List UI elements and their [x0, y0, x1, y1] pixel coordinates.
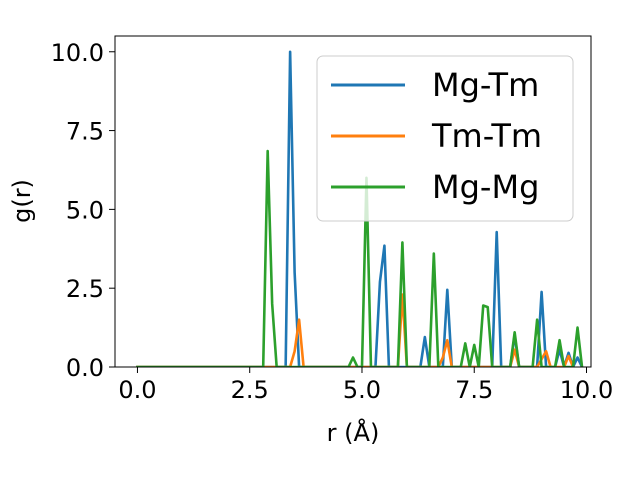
legend-label-mg-mg: Mg-Mg [432, 168, 539, 206]
series-line-tm-tm [136, 293, 575, 367]
series-line-mg-mg [136, 149, 584, 367]
y-tick-label: 0.0 [66, 354, 104, 382]
x-tick-label: 0.0 [118, 376, 156, 404]
legend: Mg-Tm Tm-Tm Mg-Mg [316, 55, 574, 222]
legend-label-mg-tm: Mg-Tm [432, 66, 539, 104]
y-axis-label: g(r) [8, 179, 36, 223]
series-layer [136, 50, 584, 367]
x-tick-label: 2.5 [231, 376, 269, 404]
x-tick-label: 10.0 [560, 376, 613, 404]
y-tick-label: 7.5 [66, 118, 104, 146]
x-tick-label: 5.0 [343, 376, 381, 404]
y-tick-label: 5.0 [66, 196, 104, 224]
legend-box [316, 55, 574, 222]
series-line-mg-tm [136, 50, 584, 367]
y-tick-label: 2.5 [66, 275, 104, 303]
x-axis: 0.0 2.5 5.0 7.5 10.0 [118, 367, 613, 404]
x-tick-label: 7.5 [455, 376, 493, 404]
y-axis: 0.0 2.5 5.0 7.5 10.0 [51, 39, 115, 382]
legend-label-tm-tm: Tm-Tm [431, 117, 542, 155]
y-tick-label: 10.0 [51, 39, 104, 67]
plot-frame [114, 35, 592, 368]
x-axis-label: r (Å) [327, 418, 380, 447]
